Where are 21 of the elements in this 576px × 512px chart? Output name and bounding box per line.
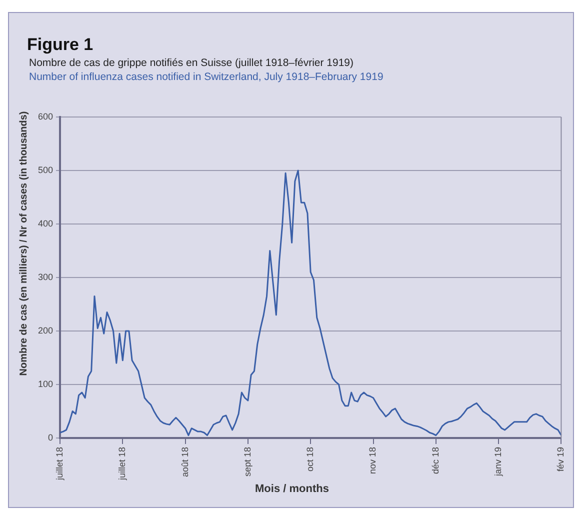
text: Number of influenza cases notified in Switzerland, July 1918–February 1919 [29, 71, 384, 83]
x-tick-label: déc 18 [430, 446, 440, 474]
x-tick-label: août 18 [180, 446, 190, 478]
x-tick-label: janv 19 [493, 446, 504, 478]
x-tick-label: nov 18 [368, 446, 378, 474]
x-tick-label: juillet 18 [54, 446, 64, 482]
chart-title: Figure 1 [27, 35, 94, 55]
y-tick-label: 100 [38, 378, 54, 389]
y-tick-label: 200 [38, 325, 54, 336]
x-tick-label: sept 18 [242, 446, 252, 477]
y-tick-label: 400 [38, 218, 54, 228]
x-tick-label: fév 19 [556, 446, 566, 472]
x-tick-label: juillet 18 [117, 446, 128, 482]
y-axis-title: Nombre de cas (en milliers) / Nr of cases (in thousands) [18, 110, 30, 378]
y-tick-label: 300 [38, 272, 54, 282]
x-axis-title: Mois / months [254, 483, 330, 495]
y-tick-label: 600 [38, 111, 54, 122]
text: Nombre de cas de grippe notifiés en Suisse (juillet 1918–février 1919) [29, 57, 354, 69]
y-tick-label: 500 [38, 164, 54, 175]
y-tick-label: 0 [48, 432, 54, 442]
x-tick-label: oct 18 [305, 446, 316, 472]
